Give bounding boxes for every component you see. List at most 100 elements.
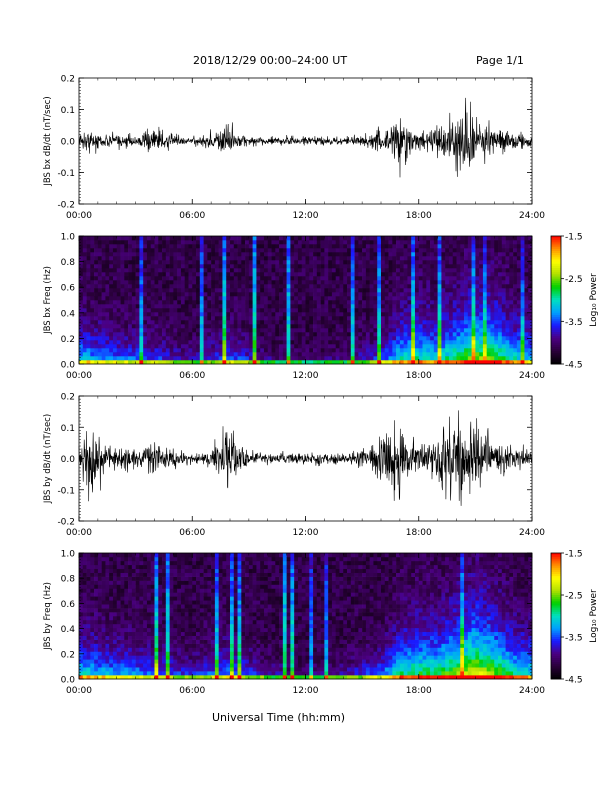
spectrogram-cell	[180, 280, 186, 285]
spectrogram-cell	[267, 332, 272, 337]
spectrogram-cell	[90, 608, 95, 613]
spectrogram-cell	[248, 304, 253, 309]
spectrogram-cell	[260, 312, 265, 317]
spectrogram-cell	[490, 284, 495, 289]
spectrogram-cell	[362, 316, 367, 321]
spectrogram-cell	[143, 588, 148, 593]
spectrogram-cell	[143, 348, 148, 353]
spectrogram-cell	[188, 316, 193, 321]
spectrogram-cell	[384, 348, 389, 353]
spectrogram-cell	[452, 316, 457, 321]
spectrogram-cell	[165, 260, 170, 265]
spectrogram-cell	[109, 268, 114, 273]
spectrogram-cell	[82, 659, 87, 664]
spectrogram-cell	[150, 264, 155, 269]
spectrogram-cell	[331, 268, 336, 273]
spectrogram-cell	[158, 272, 163, 277]
spectrogram-cell	[241, 248, 246, 253]
spectrogram-cell	[120, 556, 125, 562]
spectrogram-cell	[90, 675, 95, 680]
spectrogram-cell	[509, 248, 514, 253]
spectrogram-cell	[331, 344, 336, 349]
spectrogram-cell	[158, 300, 163, 305]
spectrogram-cell	[226, 284, 231, 289]
spectrogram-cell	[135, 356, 140, 361]
spectrogram-cell	[275, 252, 280, 257]
spectrogram-cell	[90, 352, 95, 357]
spectrogram-cell	[143, 336, 148, 341]
spectrogram-cell	[230, 316, 235, 321]
spectrogram-cell	[109, 556, 114, 562]
spectrogram-cell	[146, 252, 152, 257]
spectrogram-cell	[86, 671, 91, 676]
spectrogram-cell	[207, 340, 212, 345]
spectrogram-cell	[131, 604, 136, 609]
spectrogram-cell	[101, 635, 106, 640]
spectrogram-cell	[271, 332, 276, 337]
spectrogram-cell	[403, 320, 408, 325]
spectrogram-cell	[112, 651, 118, 656]
spectrogram-cell	[365, 240, 370, 245]
spectrogram-cell	[207, 300, 212, 305]
spectrogram-cell	[109, 284, 114, 289]
spectrogram-cell	[418, 260, 423, 265]
spectrogram-cell	[369, 252, 374, 257]
spectrogram-cell	[339, 236, 344, 241]
spectrogram-cell	[347, 300, 352, 305]
spectrogram-cell	[256, 356, 261, 361]
spectrogram-cell	[101, 272, 106, 277]
spectrogram-cell	[475, 264, 480, 269]
spectrogram-cell	[260, 348, 265, 353]
spectrogram-cell	[482, 316, 488, 321]
spectrogram-cell	[411, 312, 416, 317]
spectrogram-cell	[414, 356, 420, 361]
spectrogram-cell	[128, 608, 133, 613]
spectrogram-cell	[146, 675, 152, 680]
spectrogram-cell	[365, 256, 370, 261]
spectrogram-cell	[290, 268, 295, 273]
spectrogram-cell	[282, 248, 287, 253]
spectrogram-cell	[437, 348, 442, 353]
spectrogram-cell	[331, 348, 336, 353]
spectrogram-cell	[267, 352, 272, 357]
spectrogram-cell	[430, 276, 435, 281]
spectrogram-cell	[339, 316, 344, 321]
spectrogram-cell	[422, 252, 427, 257]
spectrogram-cell	[426, 316, 431, 321]
colorbar-swatch	[551, 261, 561, 265]
spectrogram-cell	[120, 328, 125, 333]
spectrogram-cell	[498, 340, 503, 345]
spectrogram-cell	[222, 348, 227, 353]
spectrogram-cell	[354, 240, 359, 245]
spectrogram-cell	[86, 604, 91, 609]
spectrogram-cell	[505, 256, 510, 261]
spectrogram-cell	[214, 316, 219, 321]
spectrogram-cell	[324, 264, 329, 269]
spectrogram-cell	[233, 360, 238, 365]
spectrogram-cell	[388, 328, 393, 333]
spectrogram-cell	[94, 312, 99, 317]
spectrogram-cell	[316, 304, 321, 309]
spectrogram-cell	[82, 336, 87, 341]
spectrogram-cell	[490, 348, 495, 353]
spectrogram-cell	[464, 260, 469, 265]
spectrogram-cell	[218, 300, 223, 305]
spectrogram-cell	[143, 643, 148, 648]
spectrogram-cell	[301, 248, 306, 253]
spectrogram-cell	[128, 663, 133, 668]
spectrogram-cell	[407, 308, 412, 313]
spectrogram-cell	[226, 296, 231, 301]
spectrogram-cell	[86, 240, 91, 245]
spectrogram-cell	[214, 272, 219, 277]
spectrogram-cell	[263, 256, 269, 261]
spectrogram-cell	[109, 600, 114, 605]
spectrogram-cell	[426, 236, 431, 241]
spectrogram-cell	[139, 348, 144, 353]
spectrogram-cell	[516, 284, 521, 289]
spectrogram-cell	[407, 328, 412, 333]
spectrogram-cell	[184, 324, 189, 329]
spectrogram-cell	[324, 244, 329, 249]
spectrogram-cell	[347, 268, 352, 273]
spectrogram-cell	[135, 675, 140, 680]
spectrogram-cell	[79, 328, 84, 333]
